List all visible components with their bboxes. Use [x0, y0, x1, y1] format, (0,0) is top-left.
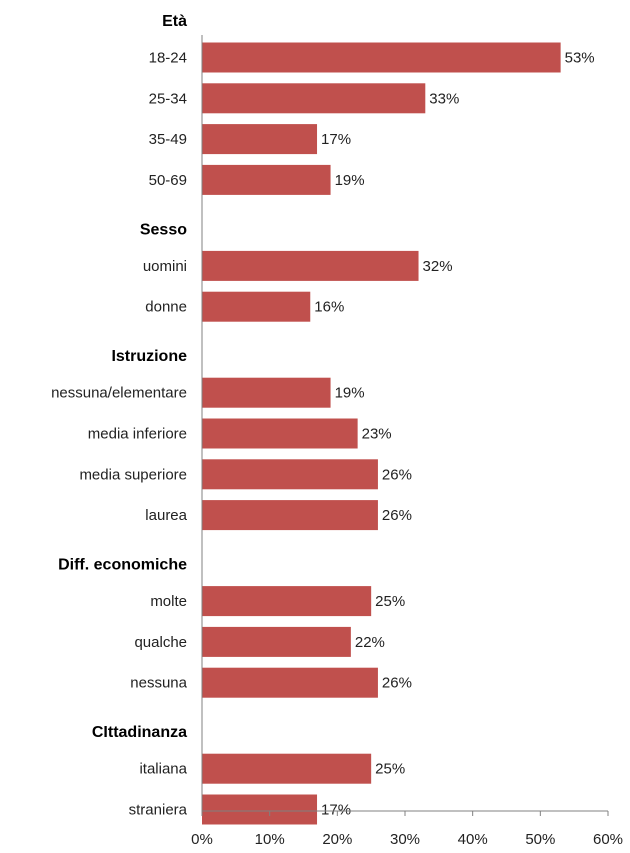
x-tick-label: 30% — [390, 831, 420, 848]
group-title: Diff. economiche — [58, 557, 187, 574]
bar — [202, 83, 426, 114]
data-label: 17% — [321, 802, 351, 819]
category-label: 50-69 — [149, 172, 187, 189]
category-label: molte — [150, 593, 187, 610]
bar — [202, 459, 378, 490]
data-label: 26% — [382, 675, 412, 692]
bar — [202, 124, 318, 155]
category-label: nessuna/elementare — [51, 385, 187, 402]
data-label: 26% — [382, 466, 412, 483]
category-label: 18-24 — [149, 50, 187, 67]
bar — [202, 250, 419, 281]
bar — [202, 586, 372, 617]
bar — [202, 377, 331, 408]
x-tick-label: 60% — [593, 831, 623, 848]
data-label: 23% — [362, 426, 392, 443]
bar — [202, 753, 372, 784]
bar — [202, 500, 378, 531]
x-tick-label: 50% — [525, 831, 555, 848]
data-label: 26% — [382, 507, 412, 524]
data-label: 53% — [565, 50, 595, 67]
data-label: 32% — [423, 258, 453, 275]
category-label: straniera — [129, 802, 188, 819]
category-label: 35-49 — [149, 131, 187, 148]
group-title: Sesso — [140, 221, 187, 238]
category-label: laurea — [145, 507, 187, 524]
data-label: 19% — [335, 172, 365, 189]
data-label: 19% — [335, 385, 365, 402]
bar — [202, 626, 351, 657]
bar — [202, 794, 318, 825]
category-label: donne — [145, 299, 187, 316]
x-tick-label: 20% — [322, 831, 352, 848]
x-tick-label: 40% — [458, 831, 488, 848]
category-label: qualche — [134, 634, 187, 651]
category-label: italiana — [139, 761, 187, 778]
data-label: 33% — [429, 90, 459, 107]
x-tick-label: 10% — [255, 831, 285, 848]
group-title: CIttadinanza — [92, 724, 187, 741]
category-label: 25-34 — [149, 90, 187, 107]
bar — [202, 42, 561, 73]
category-label: nessuna — [130, 675, 187, 692]
bar — [202, 291, 311, 322]
bar — [202, 418, 358, 449]
x-tick-label: 0% — [191, 831, 213, 848]
data-label: 17% — [321, 131, 351, 148]
group-title: Istruzione — [111, 348, 187, 365]
bar — [202, 667, 378, 698]
data-label: 22% — [355, 634, 385, 651]
data-label: 25% — [375, 593, 405, 610]
bar — [202, 164, 331, 195]
category-label: media superiore — [79, 466, 187, 483]
data-label: 16% — [314, 299, 344, 316]
category-label: media inferiore — [88, 426, 187, 443]
data-label: 25% — [375, 761, 405, 778]
group-title: Età — [162, 13, 187, 30]
category-label: uomini — [143, 258, 187, 275]
